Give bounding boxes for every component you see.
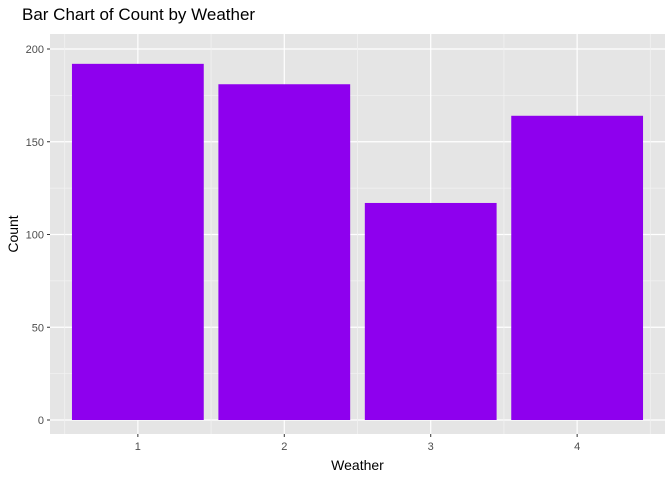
y-axis-title: Count (5, 215, 21, 252)
bar-2 (218, 84, 351, 421)
y-tick-label: 150 (26, 137, 44, 149)
x-tick-label: 3 (428, 441, 434, 453)
y-axis-ticks: 0 50 100 150 200 (26, 44, 50, 427)
y-tick-label: 50 (32, 322, 44, 334)
bars (71, 63, 644, 421)
bar-1 (71, 63, 204, 421)
x-tick-label: 2 (281, 441, 287, 453)
y-tick-label: 200 (26, 44, 44, 56)
bar-3 (364, 202, 497, 420)
y-tick-label: 100 (26, 230, 44, 242)
x-axis-ticks: 1 2 3 4 (135, 434, 580, 453)
x-tick-label: 1 (135, 441, 141, 453)
x-tick-label: 4 (574, 441, 580, 453)
x-axis-title: Weather (331, 457, 384, 473)
y-tick-label: 0 (38, 415, 44, 427)
bar-4 (511, 115, 644, 420)
chart-title: Bar Chart of Count by Weather (22, 5, 256, 24)
